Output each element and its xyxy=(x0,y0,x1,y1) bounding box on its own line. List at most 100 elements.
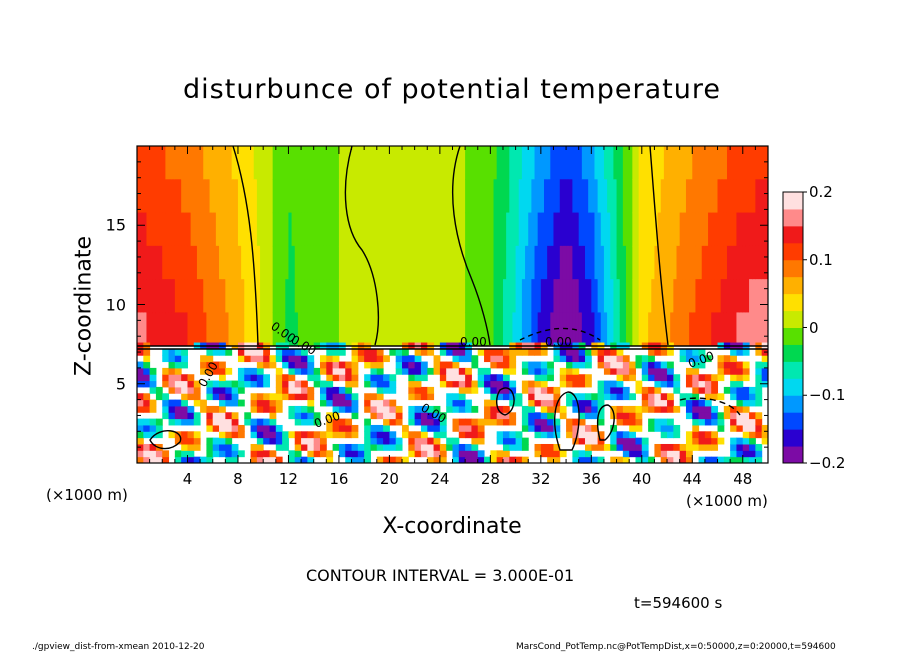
field-cell xyxy=(411,179,416,214)
field-cell xyxy=(509,179,514,214)
field-cell xyxy=(534,361,542,369)
field-cell xyxy=(332,431,340,439)
field-cell xyxy=(367,212,372,247)
field-cell xyxy=(449,245,454,280)
field-cell xyxy=(711,380,719,388)
field-cell xyxy=(439,412,447,420)
field-cell xyxy=(755,386,763,394)
field-cell xyxy=(155,212,160,247)
field-cell xyxy=(190,146,195,180)
field-cell xyxy=(660,245,665,280)
field-cell xyxy=(256,355,264,363)
field-cell xyxy=(439,146,444,180)
field-cell xyxy=(263,393,271,401)
field-cell xyxy=(332,393,340,401)
field-cell xyxy=(269,431,277,439)
field-cell xyxy=(755,456,763,463)
field-cell xyxy=(288,146,293,180)
field-cell xyxy=(490,412,498,420)
field-cell xyxy=(673,212,678,247)
field-cell xyxy=(288,456,296,463)
field-cell xyxy=(149,212,154,247)
field-cell xyxy=(275,245,280,280)
field-cell xyxy=(465,443,472,451)
field-cell xyxy=(509,312,514,347)
field-cell xyxy=(597,399,605,407)
field-cell xyxy=(367,146,372,180)
field-cell xyxy=(553,245,558,280)
field-cell xyxy=(219,386,226,394)
field-cell xyxy=(168,412,176,420)
field-cell xyxy=(364,399,371,407)
field-cell xyxy=(509,456,517,463)
field-cell xyxy=(342,279,346,314)
field-cell xyxy=(439,380,447,388)
field-cell xyxy=(174,380,182,388)
field-cell xyxy=(285,179,290,214)
field-cell xyxy=(433,424,441,432)
field-cell xyxy=(206,179,211,214)
field-cell xyxy=(319,431,327,439)
field-cell xyxy=(383,380,390,388)
field-cell xyxy=(389,405,397,413)
field-cell xyxy=(692,418,700,426)
field-cell xyxy=(405,279,409,314)
field-cell xyxy=(670,146,674,180)
field-cell xyxy=(635,450,643,458)
field-cell xyxy=(222,179,226,214)
field-cell xyxy=(439,367,447,375)
field-cell xyxy=(342,146,346,180)
field-cell xyxy=(629,431,636,439)
field-cell xyxy=(383,386,390,394)
field-cell xyxy=(591,179,596,214)
field-cell xyxy=(181,412,188,420)
field-cell xyxy=(648,212,652,247)
field-cell xyxy=(594,279,599,314)
field-cell xyxy=(578,355,586,363)
field-cell xyxy=(288,245,293,280)
field-cell xyxy=(282,212,286,247)
field-cell xyxy=(297,146,302,180)
field-cell xyxy=(219,443,226,451)
field-cell xyxy=(477,380,485,388)
field-cell xyxy=(667,450,674,458)
field-cell xyxy=(162,245,166,280)
field-cell xyxy=(701,179,706,214)
field-cell xyxy=(348,279,353,314)
field-cell xyxy=(755,374,763,382)
field-cell xyxy=(143,179,148,214)
field-cell xyxy=(585,399,592,407)
field-cell xyxy=(465,348,472,356)
field-cell xyxy=(294,348,302,356)
field-cell xyxy=(269,418,277,426)
field-cell xyxy=(370,380,378,388)
field-cell xyxy=(461,312,466,347)
field-cell xyxy=(667,424,674,432)
field-cell xyxy=(717,146,722,180)
field-cell xyxy=(187,386,195,394)
field-cell xyxy=(225,279,230,314)
field-cell xyxy=(228,146,233,180)
field-cell xyxy=(351,367,359,375)
field-cell xyxy=(714,245,719,280)
field-cell xyxy=(275,312,280,347)
field-cell xyxy=(465,367,472,375)
field-cell xyxy=(364,355,371,363)
field-cell xyxy=(597,355,605,363)
field-cell xyxy=(187,450,195,458)
field-cell xyxy=(540,361,548,369)
field-cell xyxy=(452,380,460,388)
field-cell xyxy=(635,418,643,426)
field-cell xyxy=(143,431,151,439)
field-cell xyxy=(190,312,195,347)
field-cell xyxy=(484,212,488,247)
field-cell xyxy=(206,212,211,247)
field-cell xyxy=(288,279,293,314)
field-cell xyxy=(357,348,365,356)
field-cell xyxy=(704,431,712,439)
field-cell xyxy=(149,374,157,382)
field-cell xyxy=(152,312,157,347)
field-cell xyxy=(288,431,296,439)
field-cell xyxy=(626,179,630,214)
field-cell xyxy=(474,245,479,280)
